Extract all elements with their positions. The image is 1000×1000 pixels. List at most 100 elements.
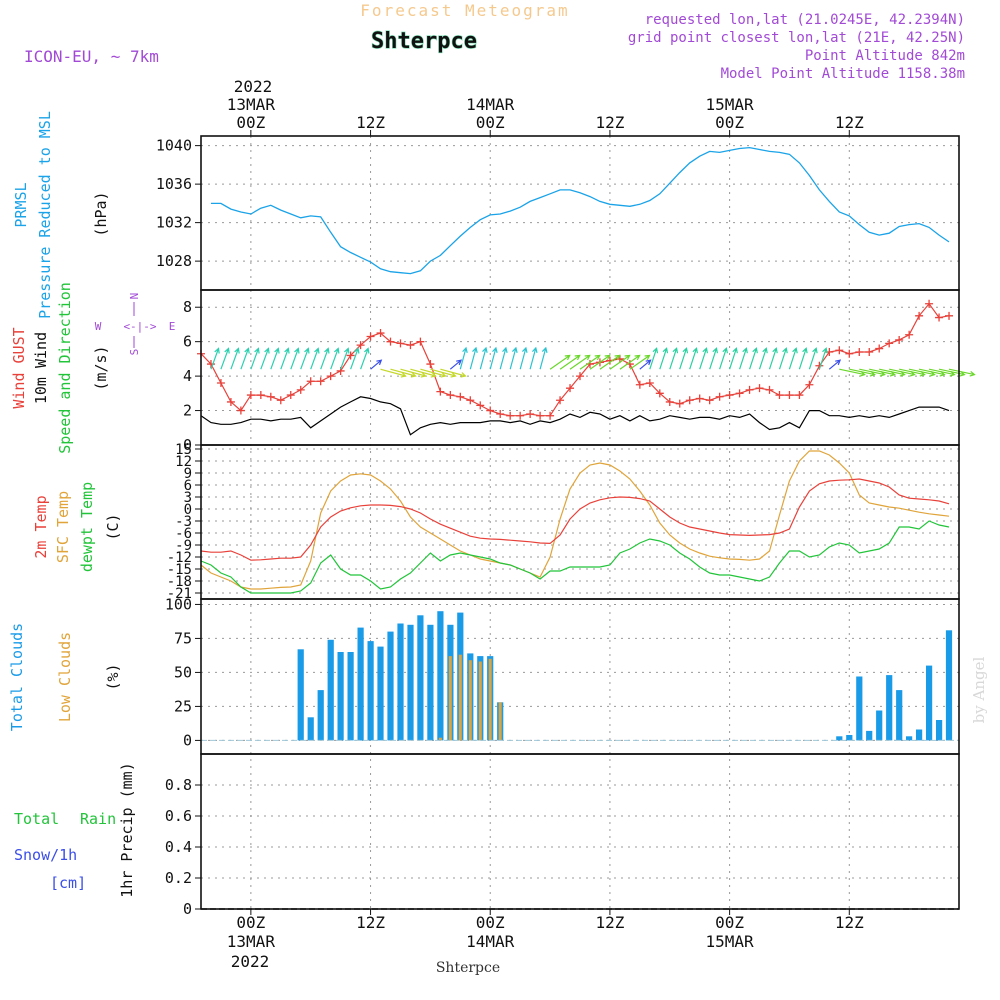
total-clouds-bar xyxy=(397,623,404,741)
gust-marker xyxy=(476,401,485,410)
time-tick-top-date: 14MAR xyxy=(466,95,515,114)
gust-marker xyxy=(725,391,734,400)
wind-dir-label: Speed and Direction xyxy=(56,282,74,454)
y-tick-label: 0.8 xyxy=(165,776,192,794)
time-tick-bottom-label: 12Z xyxy=(595,913,624,932)
y-tick-label: 0 xyxy=(183,900,192,918)
wind-direction-arrow xyxy=(400,368,427,378)
compass-arrows: <-|-> xyxy=(123,320,156,333)
wind-direction-arrow xyxy=(579,354,601,370)
wind-direction-arrow xyxy=(699,347,708,370)
wind-direction-arrow xyxy=(828,359,842,370)
temp-unit: (C) xyxy=(104,513,122,540)
wind-direction-arrow xyxy=(290,347,300,370)
precip-total-label: Total xyxy=(14,810,59,828)
gust-marker xyxy=(935,313,944,322)
total-clouds-bar xyxy=(886,675,893,741)
time-axis-top: 2022 xyxy=(234,77,273,96)
gust-marker xyxy=(466,396,475,405)
wind-direction-arrow xyxy=(948,368,976,377)
precip-cm-label: [cm] xyxy=(50,874,86,892)
y-tick-label: 50 xyxy=(174,663,192,681)
wind-direction-arrow xyxy=(529,346,538,370)
gust-marker xyxy=(436,387,445,396)
y-tick-label: 0.2 xyxy=(165,869,192,887)
gust-marker xyxy=(306,377,315,386)
y-tick-label: 6 xyxy=(184,478,192,494)
y-tick-label: -21 xyxy=(167,586,192,602)
wind-direction-arrow xyxy=(380,368,407,378)
pressure-unit: (hPa) xyxy=(92,191,110,236)
gust-marker xyxy=(645,379,654,387)
wind-direction-arrow xyxy=(270,347,280,370)
total-clouds-bar xyxy=(836,736,843,741)
y-tick-label: 15 xyxy=(175,442,192,458)
pressure-label-prmsl: PRMSL xyxy=(12,182,30,227)
gust-marker xyxy=(685,396,694,405)
compass-rose: N W <-|-> E S xyxy=(95,293,176,356)
total-clouds-bar xyxy=(926,665,933,741)
y-tick-label: 25 xyxy=(174,697,192,715)
time-tick-bottom-date: 14MAR xyxy=(466,932,515,951)
total-clouds-bar xyxy=(417,615,424,741)
wind-direction-arrow xyxy=(609,354,631,370)
y-tick-label: -6 xyxy=(175,526,192,542)
wind-direction-arrow xyxy=(310,347,320,370)
wind-direction-arrow xyxy=(679,347,689,370)
wind-direction-arrow xyxy=(320,347,330,370)
wind-direction-arrow xyxy=(509,346,518,370)
gust-marker xyxy=(745,385,754,394)
low-clouds-bar xyxy=(478,661,482,741)
gust-marker xyxy=(446,391,455,400)
gust-marker xyxy=(236,406,245,415)
y-tick-label: 1032 xyxy=(156,214,192,232)
gust-marker xyxy=(386,337,395,346)
precip-panel-frame xyxy=(200,753,960,910)
gust-marker xyxy=(246,391,255,400)
low-clouds-label: Low Clouds xyxy=(56,632,74,722)
y-tick-label: 0 xyxy=(183,436,192,454)
gust-marker xyxy=(276,396,285,405)
location-title: Shterpce xyxy=(371,29,477,54)
pressure-label-full: Pressure Reduced to MSL xyxy=(36,111,54,319)
gust-marker xyxy=(496,410,505,418)
model-altitude: Model Point Altitude 1158.38m xyxy=(721,66,965,82)
wind-speed-line xyxy=(200,396,950,436)
gust-marker xyxy=(426,360,435,369)
y-tick-label: 8 xyxy=(183,298,192,316)
gust-marker xyxy=(655,389,664,398)
low-clouds-bar xyxy=(438,737,442,741)
wind-direction-arrow xyxy=(350,347,360,370)
y-tick-label: 2 xyxy=(183,402,192,420)
gust-marker xyxy=(805,380,814,389)
total-clouds-bar xyxy=(906,736,913,741)
wind-direction-arrow xyxy=(449,359,463,370)
gust-marker xyxy=(296,385,305,394)
wind-direction-arrow xyxy=(230,347,240,370)
wind-direction-arrow xyxy=(788,347,798,370)
wind-gust-label: Wind GUST xyxy=(10,327,28,408)
wind-unit: (m/s) xyxy=(92,345,110,390)
gust-marker xyxy=(516,411,525,420)
gust-marker xyxy=(635,380,644,389)
wind-direction-arrow xyxy=(659,347,669,370)
wind-direction-arrow xyxy=(240,347,250,370)
gust-marker xyxy=(266,392,275,401)
gust-marker xyxy=(316,377,325,386)
bottom-location-label: Shterpce xyxy=(436,960,500,976)
gust-marker xyxy=(895,335,904,344)
gust-marker xyxy=(875,344,884,353)
y-tick-label: 9 xyxy=(184,466,192,482)
compass-s: S xyxy=(128,349,141,356)
gust-marker xyxy=(845,349,854,358)
time-tick-bottom-label: 00Z xyxy=(715,913,744,932)
wind-panel-frame xyxy=(200,289,960,446)
gust-marker xyxy=(526,410,535,418)
dewpt-temp-line xyxy=(200,520,950,594)
gust-marker xyxy=(206,360,215,369)
gust-marker xyxy=(346,351,355,360)
gust-marker xyxy=(915,311,924,320)
watermark: by Angel xyxy=(970,656,988,723)
y-tick-label: 3 xyxy=(184,490,192,506)
gust-marker xyxy=(226,397,235,406)
